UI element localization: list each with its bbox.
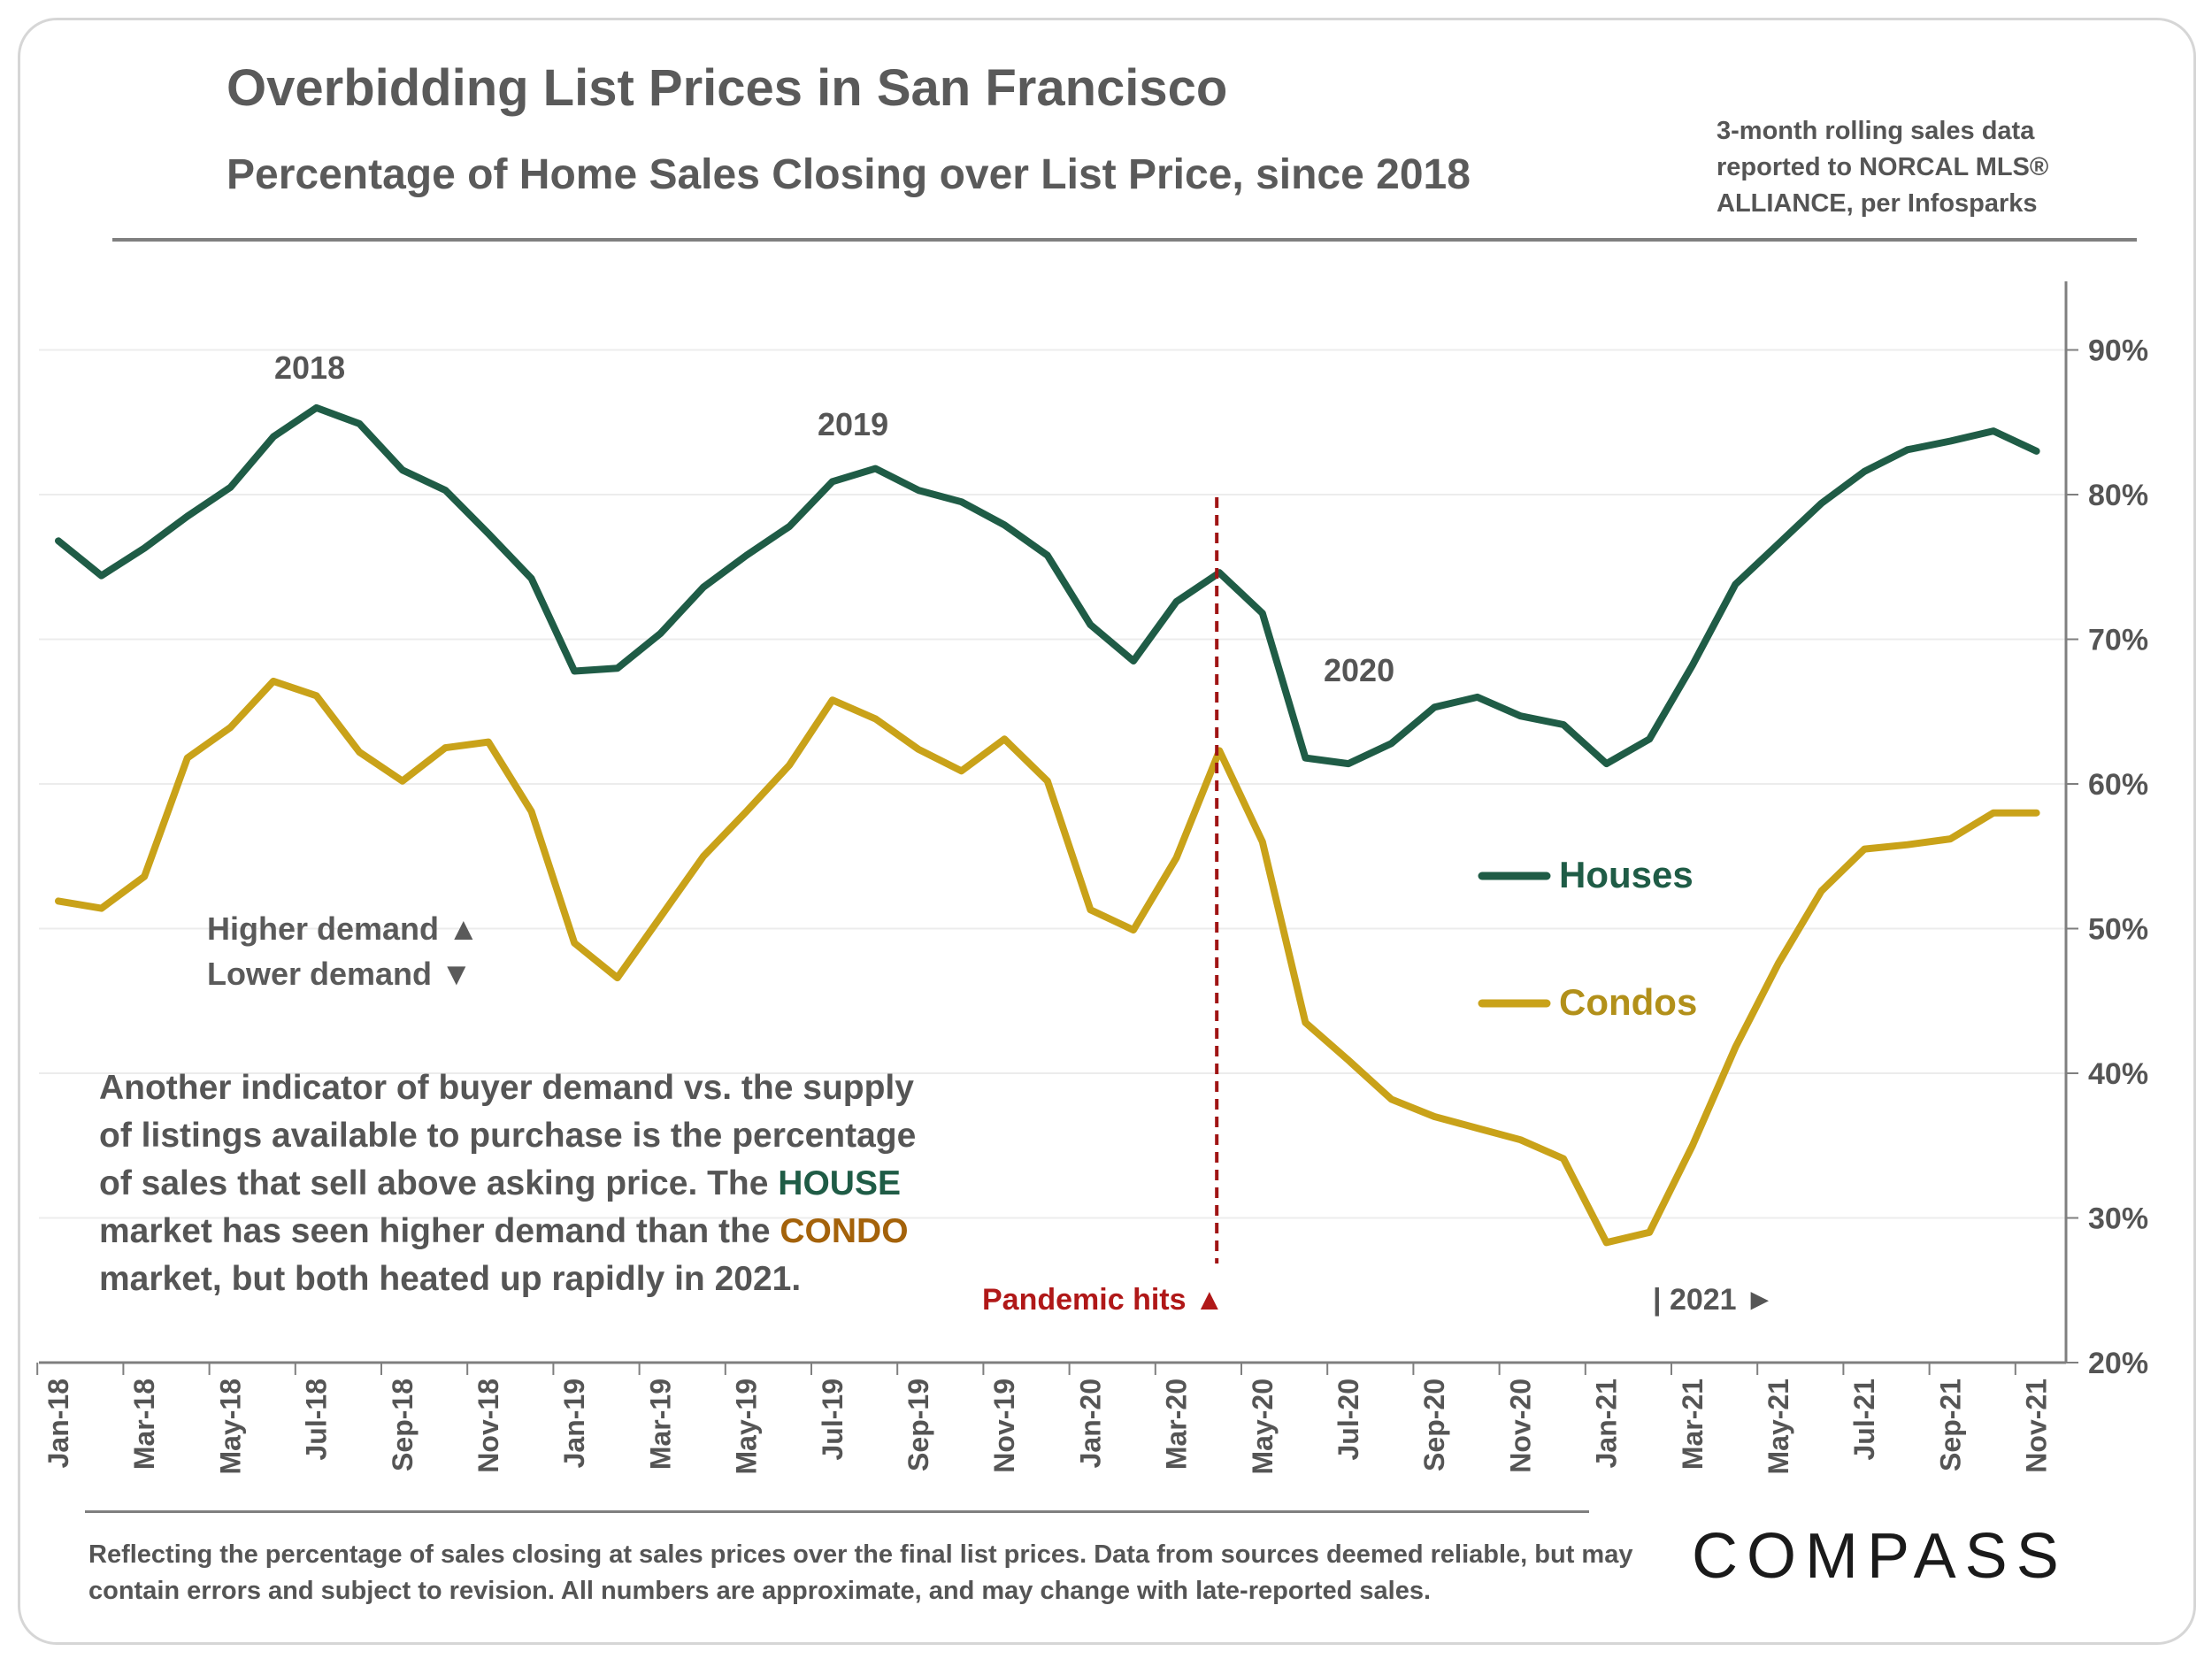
gridlines [39, 349, 2066, 1219]
x-tick-label: Sep-21 [1934, 1379, 1966, 1471]
x-tick-label: Jul-21 [1848, 1379, 1880, 1460]
x-tick-label: Jul-20 [1333, 1379, 1364, 1460]
source-note: 3-month rolling sales data reported to N… [1717, 117, 2049, 218]
chart-title: Overbidding List Prices in San Francisco [227, 59, 1228, 117]
narrative-part-3: market, but both heated up rapidly in 20… [99, 1260, 802, 1298]
y-tick-label: 80% [2088, 479, 2148, 512]
year-label-2020: 2020 [1324, 652, 1394, 688]
pandemic-label: Pandemic hits ▲ [982, 1283, 1225, 1317]
x-tick-label: Nov-20 [1504, 1379, 1536, 1473]
y-tick-label: 20% [2088, 1347, 2148, 1380]
x-tick-label: Sep-20 [1418, 1379, 1450, 1471]
x-tick-label: May-20 [1247, 1379, 1279, 1475]
series-line-condos [55, 677, 2040, 1247]
narrative-house: HOUSE [778, 1164, 901, 1202]
x-tick-label: Nov-18 [472, 1379, 504, 1473]
x-tick-label: Jan-18 [42, 1379, 74, 1468]
lower-demand-label: Lower demand ▼ [207, 956, 472, 992]
axes [36, 281, 2078, 1375]
y-tick-label: 70% [2088, 624, 2148, 657]
y-tick-label: 90% [2088, 334, 2148, 368]
higher-demand-label: Higher demand ▲ [207, 910, 480, 947]
footer-divider [85, 1510, 1589, 1513]
y-tick-label: 30% [2088, 1202, 2148, 1236]
series-line-houses [55, 403, 2040, 768]
x-tick-label: Jul-19 [817, 1379, 849, 1460]
narrative-part-1: Another indicator of buyer demand vs. th… [99, 1069, 917, 1202]
chart-subtitle: Percentage of Home Sales Closing over Li… [227, 151, 1471, 198]
year-label-2019: 2019 [818, 406, 888, 442]
y-tick-label: 60% [2088, 768, 2148, 802]
x-tick-label: Nov-19 [988, 1379, 1020, 1473]
series-lines [55, 403, 2040, 1247]
x-axis-labels: Jan-18 Mar-18 May-18 Jul-18 Sep-18 Nov-18 Jan-… [42, 1379, 2053, 1475]
x-tick-label: Sep-18 [387, 1379, 419, 1471]
x-tick-label: Jan-20 [1074, 1379, 1106, 1468]
legend-houses-label: Houses [1559, 854, 1694, 895]
x-tick-label: Mar-18 [128, 1379, 160, 1470]
x-tick-label: May-18 [214, 1379, 246, 1475]
x-tick-label: May-19 [731, 1379, 763, 1475]
x-tick-label: Sep-19 [902, 1379, 934, 1471]
year-2021-label: | 2021 ► [1653, 1283, 1775, 1317]
x-tick-label: May-21 [1763, 1379, 1794, 1475]
compass-logo: COMPASS [1692, 1521, 2068, 1592]
x-tick-label: Mar-21 [1677, 1379, 1709, 1470]
year-label-2018: 2018 [274, 349, 345, 386]
header-divider [112, 238, 2137, 242]
x-tick-label: Jul-18 [301, 1379, 333, 1460]
y-axis-labels: 20% 30% 40% 50% 60% 70% 80% 90% [2088, 334, 2148, 1381]
y-tick-label: 50% [2088, 913, 2148, 947]
y-tick-label: 40% [2088, 1057, 2148, 1091]
x-tick-label: Mar-19 [644, 1379, 676, 1470]
x-tick-label: Jan-21 [1591, 1379, 1623, 1468]
x-tick-label: Jan-19 [558, 1379, 590, 1468]
footnote: Reflecting the percentage of sales closi… [88, 1540, 1633, 1605]
x-tick-label: Nov-21 [2021, 1379, 2053, 1473]
narrative-condo: CONDO [780, 1212, 909, 1250]
legend-condos-label: Condos [1559, 981, 1697, 1023]
narrative-text: Another indicator of buyer demand vs. th… [99, 1064, 949, 1303]
narrative-part-2: market has seen higher demand than the [99, 1212, 780, 1250]
legend: Houses Condos [1478, 854, 1697, 1023]
x-tick-label: Mar-20 [1161, 1379, 1193, 1470]
